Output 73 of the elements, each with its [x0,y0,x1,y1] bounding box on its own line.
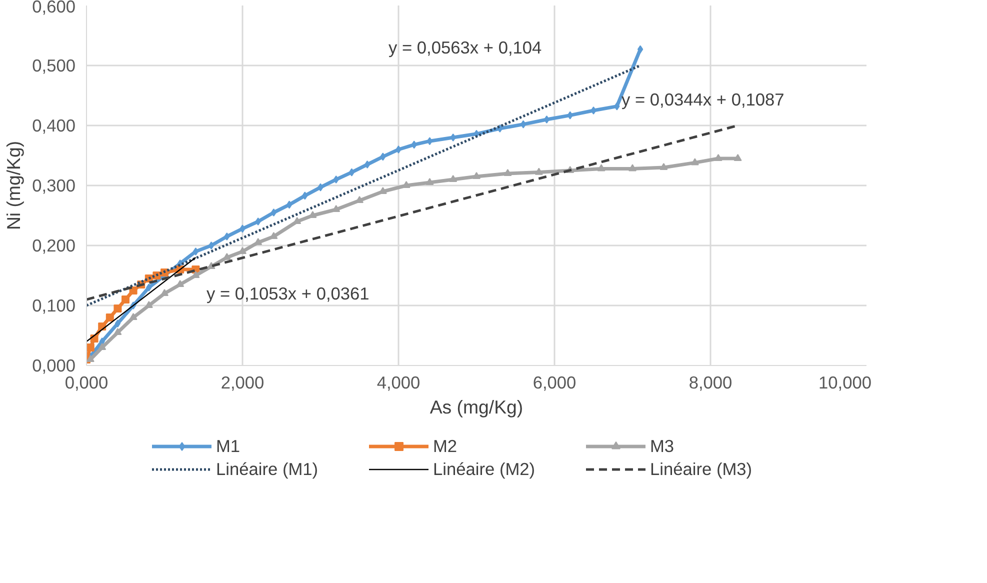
point [714,154,722,162]
point [426,137,433,146]
point [302,192,308,200]
point [449,174,458,182]
point [286,200,292,209]
point [86,344,94,352]
point [544,116,550,124]
point [567,111,573,120]
point [270,208,277,216]
point [254,238,262,246]
point [255,218,261,226]
x-tick-label: 4,000 [376,372,420,392]
point [380,152,386,161]
point [520,120,526,128]
point [240,224,246,233]
point [534,168,543,175]
point [129,286,138,294]
point [114,320,121,328]
y-axis-title: Ni (mg/Kg) [3,140,24,230]
legend-label: Linéaire (M2) [433,458,536,480]
y-tick-label: 0,000 [32,356,76,376]
legend-label: Linéaire (M1) [216,458,320,480]
point [637,45,644,54]
point [348,168,355,176]
point [176,280,184,288]
annotation: y = 0,1053x + 0,0361 [206,284,370,304]
point [660,162,668,170]
point [114,328,122,336]
point [129,312,138,320]
point [504,168,512,176]
point [160,288,168,296]
annotation: y = 0,0563x + 0,104 [388,38,542,58]
point [628,164,636,172]
point [597,164,606,172]
point [690,158,699,166]
x-axis-title: As (mg/Kg) [430,396,524,418]
point [396,146,402,154]
annotation: y = 0,0344x + 0,1087 [622,90,784,110]
y-tick-label: 0,500 [32,56,76,76]
point [224,232,230,240]
legend-label: M2 [433,436,458,456]
point [614,102,620,110]
point [122,296,130,304]
point [734,154,742,162]
y-tick-label: 0,400 [32,116,76,136]
point [192,248,199,256]
y-tick-label: 0,200 [32,236,76,256]
legend-label: M3 [650,436,676,456]
point [472,172,480,180]
y-tick-label: 0,300 [32,176,76,196]
legend-label: M1 [216,436,242,456]
y-tick-label: 0,600 [32,0,76,16]
x-tick-label: 8,000 [688,372,732,392]
x-tick-label: 0,000 [64,372,108,392]
point [114,304,122,312]
point [318,183,324,192]
point [364,160,370,168]
point [426,178,434,186]
y-tick-label: 0,100 [32,296,76,316]
legend-label: Linéaire (M3) [650,458,754,480]
point [450,134,456,142]
x-tick-label: 10,000 [818,372,872,392]
point [208,242,214,250]
x-tick-label: 2,000 [220,372,264,392]
x-tick-label: 6,000 [532,372,576,392]
point [411,140,417,149]
point [333,176,339,184]
point [144,300,153,308]
point [98,342,106,350]
point [106,314,114,322]
point [146,284,152,292]
point [293,216,302,224]
point [590,106,596,114]
